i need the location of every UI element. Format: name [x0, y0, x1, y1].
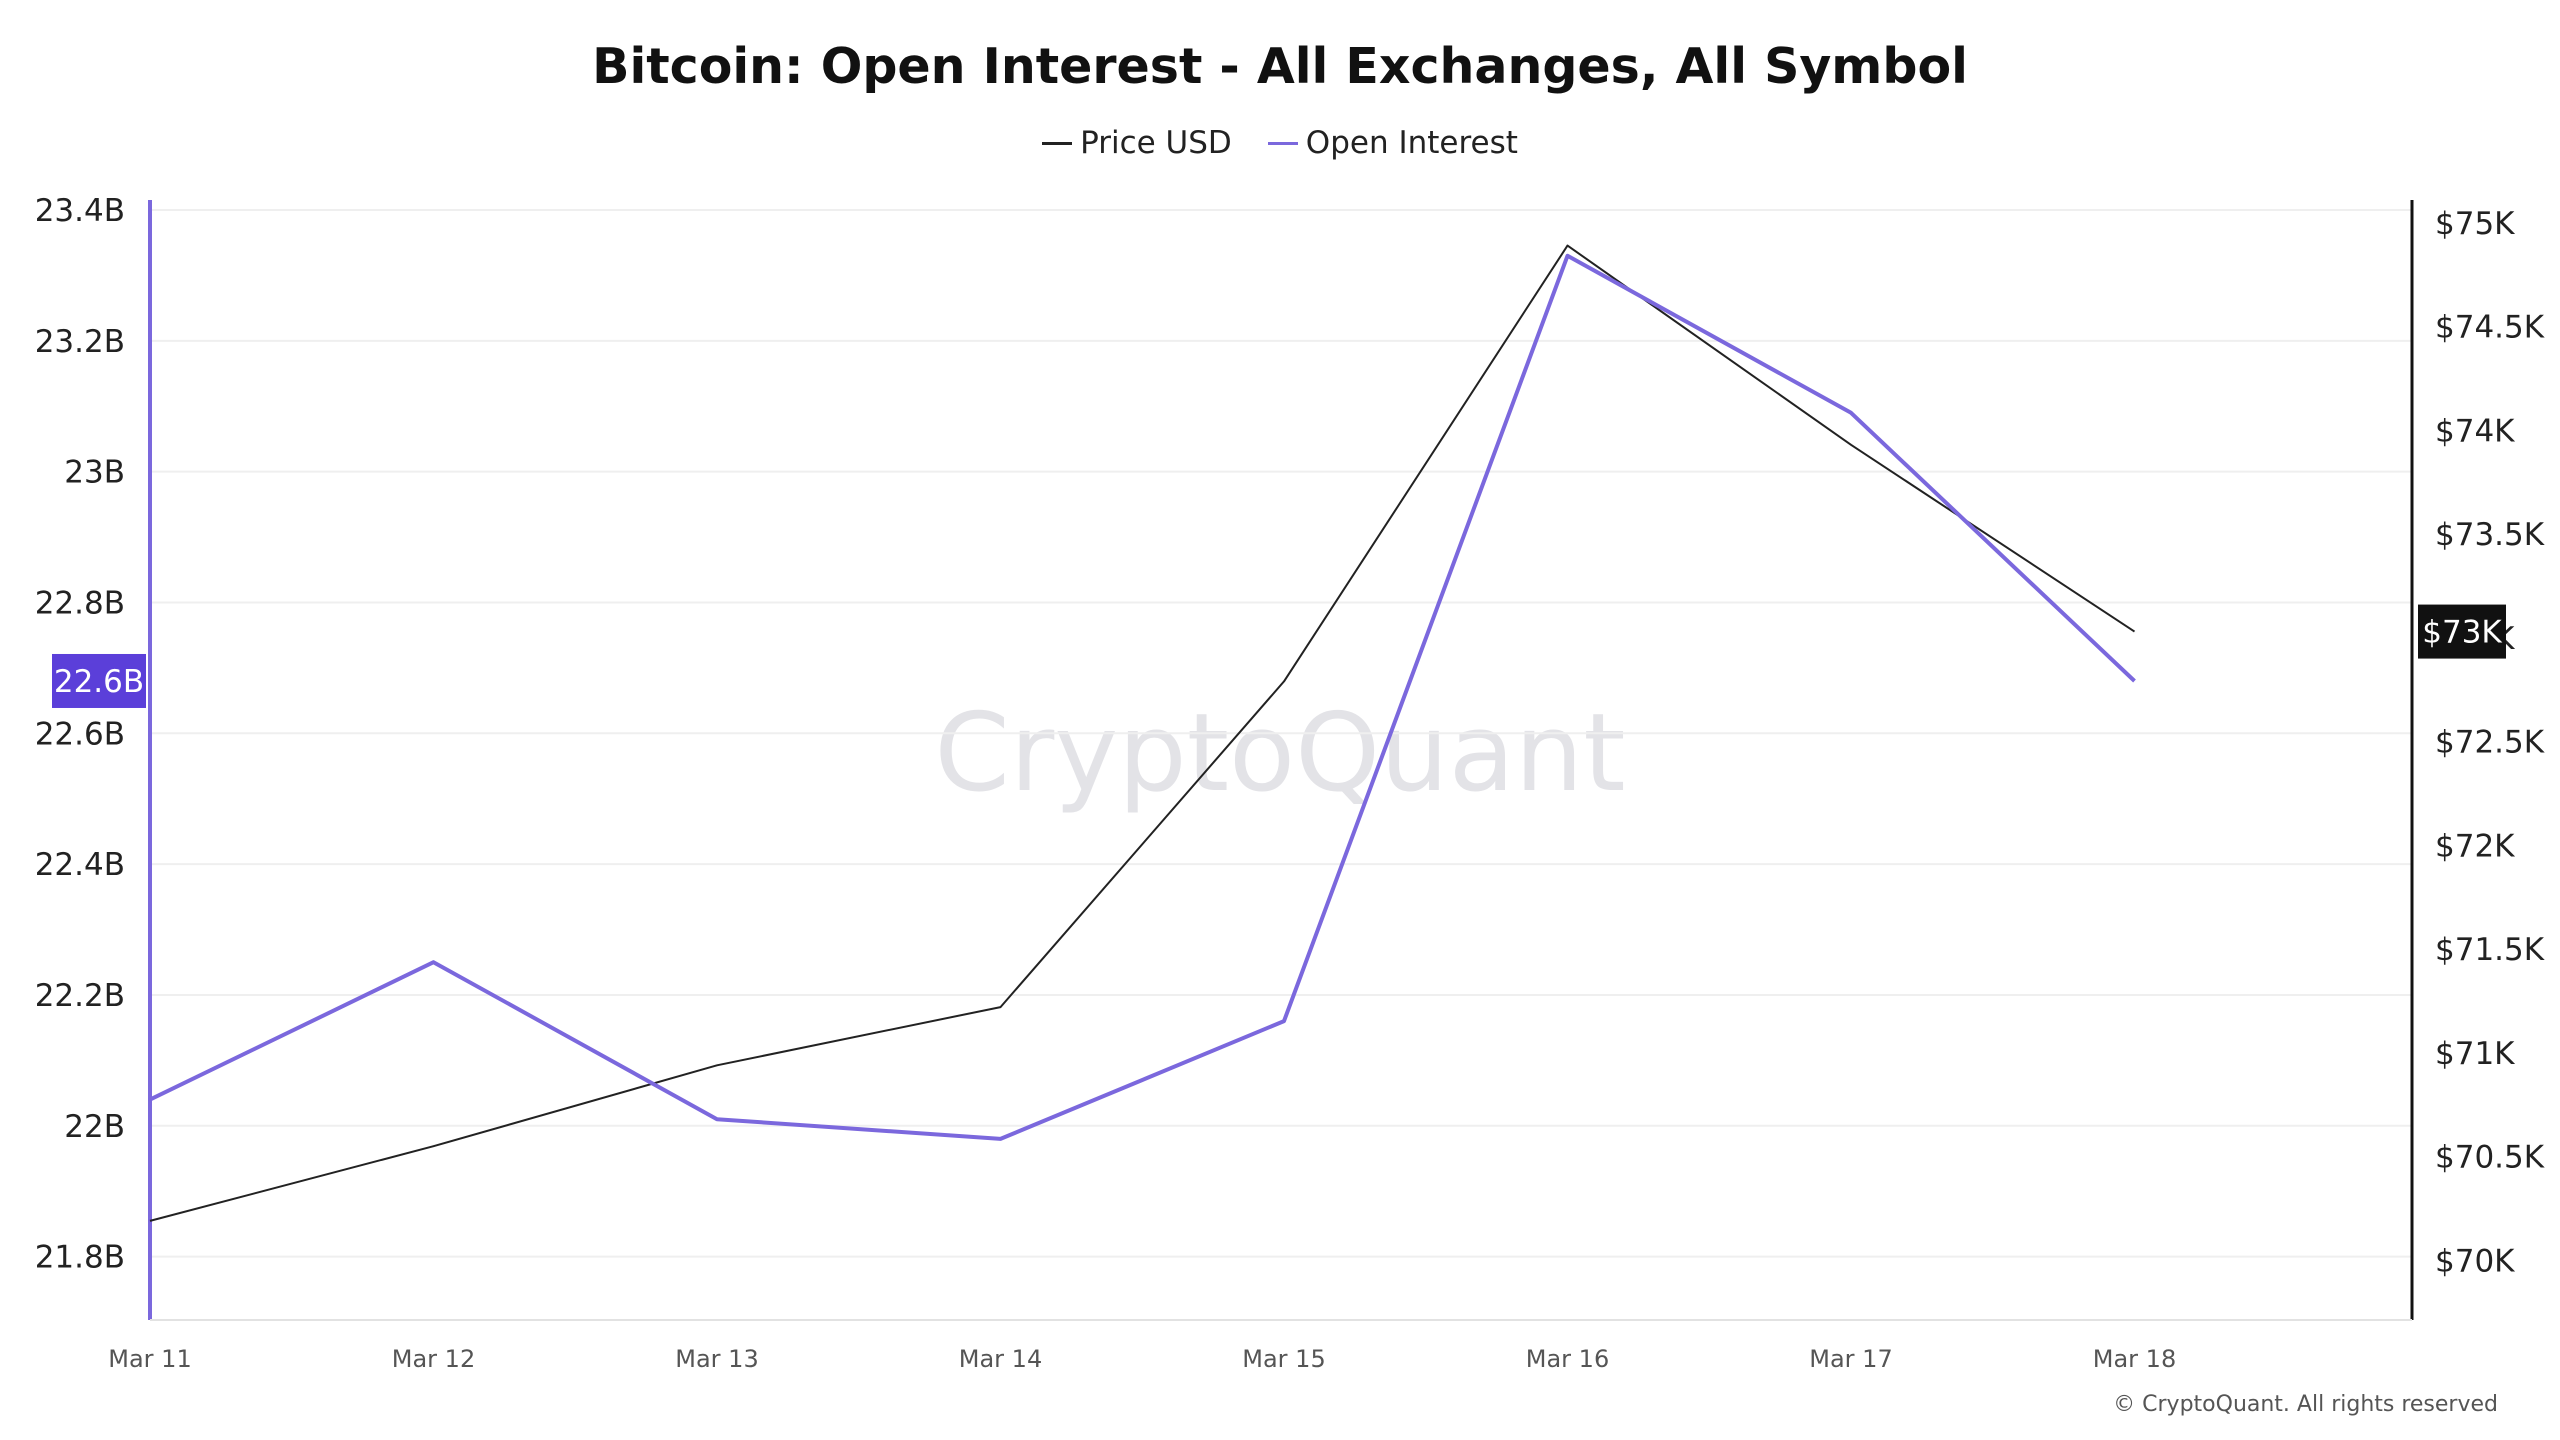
data-point-price-usd: [432, 1144, 436, 1148]
series-layer: [148, 244, 2137, 1223]
x-tick-label: Mar 14: [959, 1345, 1042, 1373]
legend-swatch-open-interest: [1267, 141, 1298, 145]
left-marker-label: 22.6B: [54, 664, 144, 700]
x-tick-label: Mar 15: [1242, 1345, 1325, 1373]
left-tick-label: 23.4B: [35, 193, 125, 229]
legend-label-open-interest: Open Interest: [1305, 125, 1518, 161]
data-point-price-usd: [715, 1063, 719, 1067]
legend-item-open-interest[interactable]: Open Interest: [1267, 125, 1518, 161]
x-tick-label: Mar 18: [2093, 1345, 2176, 1373]
left-tick-label: 22.4B: [35, 847, 125, 883]
left-tick-label: 22B: [64, 1109, 125, 1145]
series-line-open-interest: [149, 253, 2136, 1141]
left-tick-label: 23.2B: [35, 324, 125, 360]
legend-item-price[interactable]: Price USD: [1042, 125, 1232, 161]
data-point-price-usd: [148, 1219, 152, 1223]
right-tick-label: $73.5K: [2435, 517, 2545, 553]
left-tick-label: 22.2B: [35, 978, 125, 1014]
data-point-open-interest: [1566, 254, 1570, 258]
left-tick-label: 22.6B: [35, 716, 125, 752]
copyright-notice: © CryptoQuant. All rights reserved: [2113, 1392, 2498, 1417]
legend: Price USD Open Interest: [0, 125, 2560, 161]
data-point-open-interest: [1282, 1019, 1286, 1023]
left-tick-label: 22.8B: [35, 585, 125, 621]
data-point-open-interest: [2133, 679, 2137, 683]
right-tick-label: $72.5K: [2435, 725, 2545, 761]
right-tick-label: $75K: [2435, 206, 2515, 242]
data-point-price-usd: [2133, 630, 2137, 634]
x-tick-label: Mar 11: [108, 1345, 191, 1373]
right-tick-label: $70.5K: [2435, 1140, 2545, 1176]
axes-layer: 21.8B 22B 22.2B 22.4B 22.6B 22.8B 23B 23.2B 23.4…: [35, 193, 2545, 1373]
data-point-price-usd: [1849, 443, 1853, 447]
right-tick-label: $74.5K: [2435, 310, 2545, 346]
x-tick-label: Mar 16: [1526, 1345, 1609, 1373]
right-tick-label: $72K: [2435, 828, 2515, 864]
data-point-open-interest: [432, 960, 436, 964]
legend-label-price: Price USD: [1080, 125, 1232, 161]
left-tick-label: 21.8B: [35, 1240, 125, 1276]
data-point-price-usd: [1566, 244, 1570, 248]
data-point-open-interest: [1849, 411, 1853, 415]
data-point-price-usd: [999, 1005, 1003, 1009]
right-tick-label: $71K: [2435, 1036, 2515, 1072]
marker-layer: 22.6B $73K: [52, 604, 2506, 708]
grid-layer: [150, 209, 2412, 1258]
series-line-price-usd: [149, 244, 2136, 1222]
data-point-open-interest: [999, 1137, 1003, 1141]
left-tick-label: 23B: [64, 455, 125, 491]
right-tick-label: $71.5K: [2435, 932, 2545, 968]
legend-swatch-price: [1042, 141, 1073, 145]
right-marker-label: $73K: [2422, 615, 2502, 651]
right-marker-box: [2418, 604, 2506, 659]
chart-title: Bitcoin: Open Interest - All Exchanges, …: [592, 38, 1968, 95]
data-point-price-usd: [1282, 679, 1286, 683]
data-point-open-interest: [715, 1117, 719, 1121]
x-tick-label: Mar 12: [392, 1345, 475, 1373]
right-tick-label: $74K: [2435, 413, 2515, 449]
x-tick-label: Mar 17: [1809, 1345, 1892, 1373]
right-tick-label: $70K: [2435, 1243, 2515, 1279]
data-point-open-interest: [148, 1098, 152, 1102]
x-tick-label: Mar 13: [675, 1345, 758, 1373]
watermark: CryptoQuant: [934, 691, 1625, 816]
left-marker-box: [52, 653, 146, 708]
